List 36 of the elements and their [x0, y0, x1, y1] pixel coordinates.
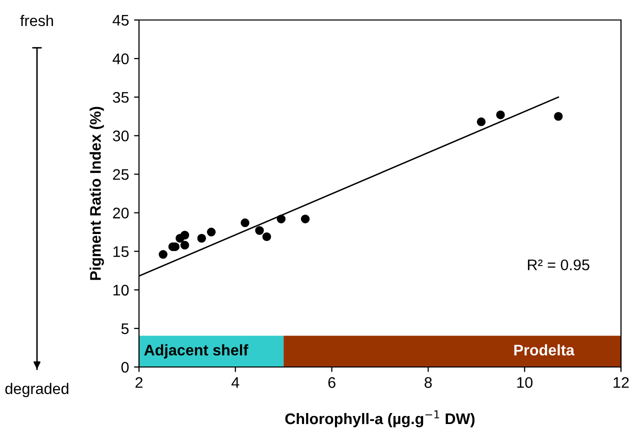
point	[180, 230, 190, 240]
point	[206, 228, 216, 236]
y-tick-label: 5	[121, 323, 129, 334]
y-tick-label: 15	[113, 246, 129, 258]
point	[300, 214, 310, 224]
y-tick-label: 35	[112, 92, 129, 103]
y-tick-label: 25	[113, 169, 129, 180]
point	[496, 110, 505, 120]
x-tick-label: 6	[328, 377, 336, 388]
x-tick-label: 12	[614, 377, 629, 388]
band-label: Adjacent shelf	[144, 344, 248, 359]
point	[476, 117, 486, 126]
point	[240, 218, 250, 228]
point	[158, 250, 168, 259]
y-tick-label: 45	[112, 15, 129, 26]
point	[554, 112, 563, 121]
x-tick-label: 8	[424, 377, 432, 388]
x-tick-label: 10	[517, 377, 532, 388]
point	[180, 240, 190, 250]
x-tick-label: 4	[232, 377, 240, 388]
point	[262, 232, 272, 242]
text: degraded	[5, 382, 68, 398]
point	[197, 234, 206, 243]
point	[255, 226, 264, 235]
y-tick-label: 20	[113, 208, 129, 218]
band-label: Prodelta	[514, 344, 575, 356]
x-axis-title: Chlorophyll-a (µg.g$^{−1}$ DW)	[285, 410, 475, 428]
y-tick-label: 0	[121, 362, 129, 373]
y-axis-title: Pigment Ratio Index (%)	[90, 106, 104, 280]
point	[276, 214, 286, 224]
annotation: R² = 0.95	[528, 259, 590, 270]
x-tick-label: 2	[136, 377, 142, 388]
y-tick-label: 10	[113, 284, 129, 296]
text: fresh	[20, 14, 53, 26]
y-tick-label: 30	[112, 130, 129, 142]
y-tick-label: 40	[112, 53, 129, 64]
